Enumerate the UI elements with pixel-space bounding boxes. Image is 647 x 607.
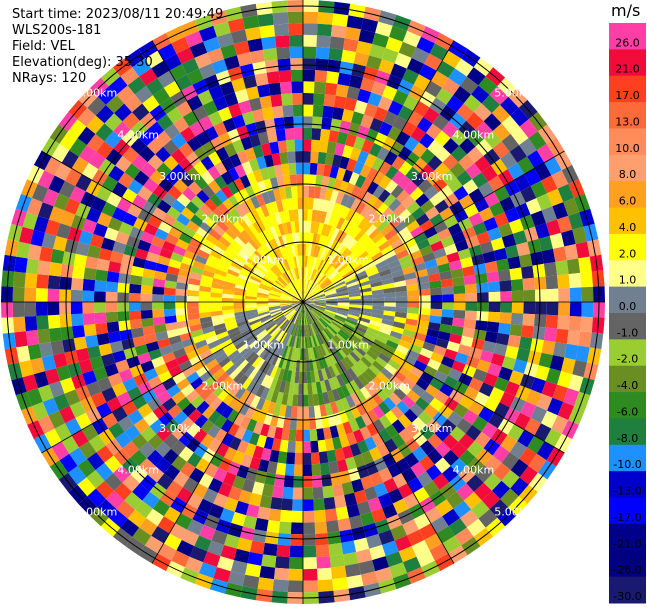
colorbar-level-label: -10.0 bbox=[613, 458, 641, 471]
colorbar-swatch bbox=[609, 128, 646, 156]
colorbar-level-label: -13.0 bbox=[613, 485, 641, 498]
colorbar-level-label: -21.0 bbox=[613, 537, 641, 550]
colorbar-swatch bbox=[609, 49, 646, 77]
range-label: 1.00km bbox=[243, 254, 285, 267]
colorbar-level-label: 21.0 bbox=[615, 63, 640, 76]
colorbar-swatch bbox=[609, 471, 646, 499]
colorbar-swatch bbox=[609, 23, 646, 50]
azimuth-spoke bbox=[302, 301, 565, 454]
range-label: 2.00km bbox=[368, 379, 410, 392]
range-label: 3.00km bbox=[411, 170, 453, 183]
range-label: 1.00km bbox=[327, 254, 369, 267]
colorbar-level-label: -4.0 bbox=[617, 379, 638, 392]
colorbar-level-label: 0.0 bbox=[619, 300, 637, 313]
colorbar-units: m/s bbox=[611, 1, 641, 20]
colorbar-swatch bbox=[609, 365, 646, 393]
colorbar-level-label: -30.0 bbox=[613, 590, 641, 603]
velocity-gates bbox=[1, 0, 605, 604]
range-label: 3.00km bbox=[159, 170, 201, 183]
azimuth-spoke bbox=[41, 150, 304, 303]
colorbar-level-label: 6.0 bbox=[619, 195, 637, 208]
field-text: Field: VEL bbox=[12, 39, 75, 54]
colorbar-level-label: -17.0 bbox=[613, 511, 641, 524]
range-label: 4.00km bbox=[117, 464, 159, 477]
range-label: 4.00km bbox=[453, 128, 495, 141]
range-label: 4.00km bbox=[117, 128, 159, 141]
range-label: 3.00km bbox=[159, 422, 201, 435]
azimuth-spoke bbox=[302, 301, 455, 564]
colorbar-swatch bbox=[609, 550, 646, 578]
range-label: 1.00km bbox=[243, 338, 285, 351]
colorbar-level-label: 2.0 bbox=[619, 247, 637, 260]
range-label: 2.00km bbox=[368, 213, 410, 226]
colorbar-swatch bbox=[609, 260, 646, 288]
azimuth-spoke bbox=[302, 150, 565, 303]
colorbar-level-label: -2.0 bbox=[617, 353, 638, 366]
colorbar-level-label: 8.0 bbox=[619, 168, 637, 181]
colorbar-level-label: 4.0 bbox=[619, 221, 637, 234]
colorbar-swatch bbox=[609, 286, 646, 314]
colorbar-swatch bbox=[609, 497, 646, 525]
colorbar-swatch bbox=[609, 523, 646, 551]
colorbar-swatch bbox=[609, 181, 646, 209]
range-rings: 1.00km 1.00km 1.00km 1.00km 2.00km 2.00km 2.00… bbox=[1, 0, 605, 604]
instrument-text: WLS200s-181 bbox=[12, 23, 102, 38]
colorbar-level-label: -8.0 bbox=[617, 432, 638, 445]
colorbar-swatch bbox=[609, 207, 646, 235]
start-time-text: Start time: 2023/08/11 20:49:49 bbox=[12, 7, 224, 22]
elevation-text: Elevation(deg): 35.30 bbox=[12, 55, 153, 70]
colorbar-swatch bbox=[609, 75, 646, 103]
range-label: 2.00km bbox=[202, 379, 244, 392]
range-label: 5.00km bbox=[76, 505, 118, 518]
azimuth-spoke bbox=[302, 40, 455, 303]
colorbar-level-label: 26.0 bbox=[615, 36, 640, 49]
azimuth-spoke bbox=[41, 301, 304, 454]
colorbar-level-label: 1.0 bbox=[619, 274, 637, 287]
colorbar-swatch bbox=[609, 444, 646, 472]
colorbar-swatch bbox=[609, 418, 646, 446]
azimuth-spoke bbox=[151, 40, 304, 303]
colorbar-level-label: 10.0 bbox=[615, 142, 640, 155]
range-label: 5.00km bbox=[494, 505, 536, 518]
colorbar-level-label: 17.0 bbox=[615, 89, 640, 102]
colorbar-swatch bbox=[609, 102, 646, 129]
range-label: 5.00km bbox=[76, 87, 118, 100]
colorbar-level-label: -1.0 bbox=[617, 326, 638, 339]
range-label: 4.00km bbox=[453, 464, 495, 477]
colorbar-swatch bbox=[609, 313, 646, 340]
range-label: 1.00km bbox=[327, 338, 369, 351]
range-label: 5.00km bbox=[494, 87, 536, 100]
azimuth-spoke bbox=[151, 301, 304, 564]
range-label: 2.00km bbox=[202, 213, 244, 226]
colorbar-swatch bbox=[609, 154, 646, 182]
colorbar-swatch bbox=[609, 392, 646, 419]
colorbar-level-label: 13.0 bbox=[615, 115, 640, 128]
nrays-text: NRays: 120 bbox=[12, 71, 87, 86]
colorbar-swatch bbox=[609, 576, 646, 604]
colorbar-level-label: -6.0 bbox=[617, 405, 638, 418]
colorbar-swatch bbox=[609, 233, 646, 261]
colorbar-level-label: -26.0 bbox=[613, 564, 641, 577]
range-label: 3.00km bbox=[411, 422, 453, 435]
colorbar-swatch bbox=[609, 339, 646, 367]
